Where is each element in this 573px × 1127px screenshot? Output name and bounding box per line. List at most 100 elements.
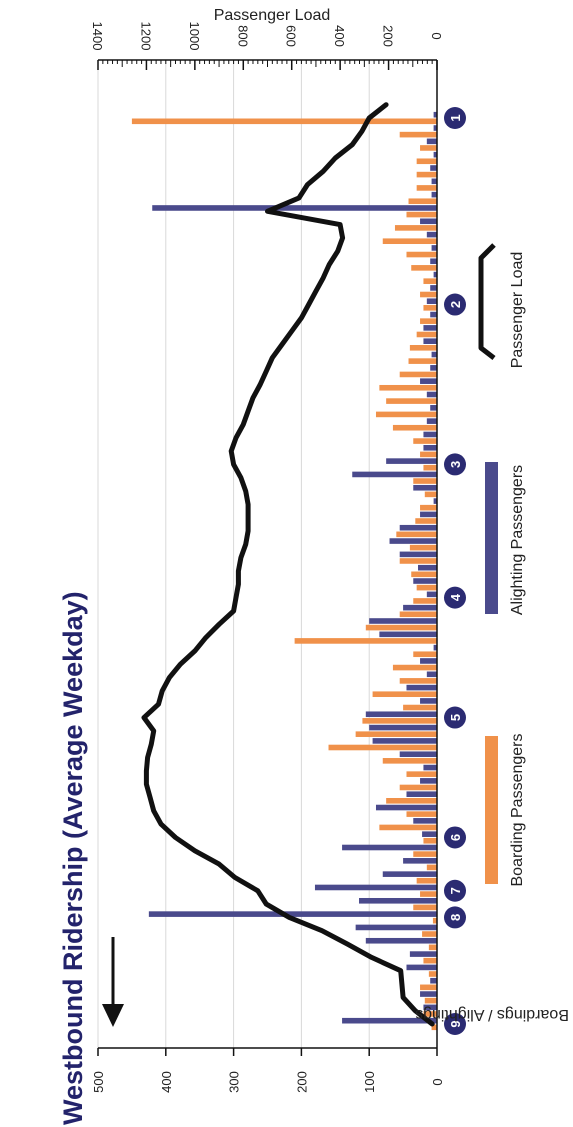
alighting-bar (382, 871, 437, 877)
boarding-bar (403, 704, 437, 711)
right-axis-title: Passenger Load (214, 7, 331, 24)
legend-swatch-alighting (485, 462, 498, 614)
alighting-bar (426, 591, 437, 598)
alighting-bar (423, 1004, 437, 1011)
alighting-bar (406, 684, 437, 691)
legend-swatch-load (478, 243, 496, 360)
alighting-bar (399, 524, 437, 531)
boarding-bar (392, 424, 437, 431)
right-tick-label: 400 (332, 25, 347, 47)
boarding-bar (399, 371, 437, 378)
alighting-bar (403, 858, 437, 864)
boarding-bar (406, 211, 437, 218)
alighting-bar (413, 818, 437, 824)
alighting-bar (420, 511, 437, 518)
boarding-bar (375, 411, 437, 418)
alighting-bar (426, 418, 437, 424)
alighting-bar (420, 778, 437, 784)
boarding-bar (416, 185, 437, 191)
alighting-bar (433, 111, 437, 118)
alighting-bar (413, 484, 437, 491)
boarding-bar (420, 504, 437, 511)
alighting-bar (433, 271, 437, 278)
boarding-bar (382, 238, 437, 245)
boarding-bar (423, 464, 437, 471)
boarding-bar (415, 518, 437, 524)
boarding-bar (413, 478, 437, 484)
right-tick-label: 1000 (187, 22, 202, 51)
stop-marker-circle (444, 1013, 466, 1035)
stop-number-label: 3 (448, 461, 463, 468)
stop-markers: 9 8 7 6 5 4 3 2 1 (444, 107, 466, 1035)
alighting-bar (406, 791, 437, 797)
alighting-bar (433, 125, 437, 131)
boarding-bar (408, 198, 437, 205)
alighting-bar (423, 444, 437, 451)
alighting-bar (365, 711, 437, 718)
alighting-bar (369, 618, 437, 624)
alighting-bar (359, 897, 437, 904)
boarding-bar (409, 544, 437, 551)
alighting-bar (375, 804, 437, 811)
stop-marker-circle (444, 586, 466, 609)
right-tick-label: 800 (235, 25, 250, 47)
alighting-bar (430, 405, 437, 411)
alighting-bar (423, 325, 437, 331)
alighting-bar (426, 671, 437, 678)
boarding-bar (392, 664, 437, 671)
boarding-bar (420, 145, 437, 151)
boarding-bar (362, 718, 437, 724)
legend-label-load: Passenger Load (509, 252, 526, 369)
alighting-bar (406, 964, 437, 971)
boarding-bar (365, 624, 437, 631)
alighting-bar (365, 937, 437, 944)
left-tick-label: 500 (91, 1071, 106, 1093)
alighting-bar (426, 391, 437, 398)
alighting-bar (426, 298, 437, 305)
boarding-bar (413, 598, 437, 604)
alighting-bar (399, 551, 437, 558)
boarding-bar (386, 798, 437, 804)
boarding-bar (379, 824, 437, 831)
alighting-bar (420, 378, 437, 384)
alighting-bar (430, 311, 437, 318)
left-tick-label: 300 (227, 1071, 242, 1093)
boarding-bar (428, 944, 437, 951)
boarding-bar (399, 611, 437, 618)
boarding-bar (408, 358, 437, 364)
alighting-bar (420, 218, 437, 225)
alighting-bar (430, 365, 437, 371)
boarding-bar (411, 265, 437, 271)
alighting-bar (399, 751, 437, 758)
left-axis-title: Boardings / Alightings (415, 1006, 569, 1023)
boarding-bar (386, 398, 437, 404)
boarding-bar (409, 345, 437, 351)
boarding-bar (420, 451, 437, 458)
stop-number-label: 5 (448, 714, 463, 721)
alighting-bar (426, 231, 437, 238)
stop-number-label: 6 (448, 834, 463, 841)
boarding-bar (420, 318, 437, 324)
boarding-bar (379, 384, 437, 391)
alighting-bar (369, 724, 437, 731)
stop-marker-circle (444, 107, 466, 129)
boarding-bar (420, 891, 437, 897)
alighting-bar (386, 458, 437, 464)
alighting-bar (379, 631, 437, 638)
boarding-bar (416, 584, 437, 591)
boarding-bar (416, 171, 437, 178)
boarding-bar (406, 251, 437, 258)
alighting-bar (423, 338, 437, 344)
boarding-bar (413, 851, 437, 857)
alighting-bar (431, 191, 437, 198)
right-tick-label: 1200 (138, 22, 153, 51)
alighting-bar (433, 151, 437, 158)
bars-layer (131, 111, 438, 1031)
boarding-bar (422, 931, 437, 937)
stop-marker-circle (444, 879, 466, 902)
alighting-bar (342, 844, 437, 851)
alighting-bar (433, 644, 437, 651)
boarding-bar (399, 558, 437, 564)
boarding-bar (423, 305, 437, 311)
legend: Boarding Passengers Alighting Passengers… (478, 243, 526, 886)
